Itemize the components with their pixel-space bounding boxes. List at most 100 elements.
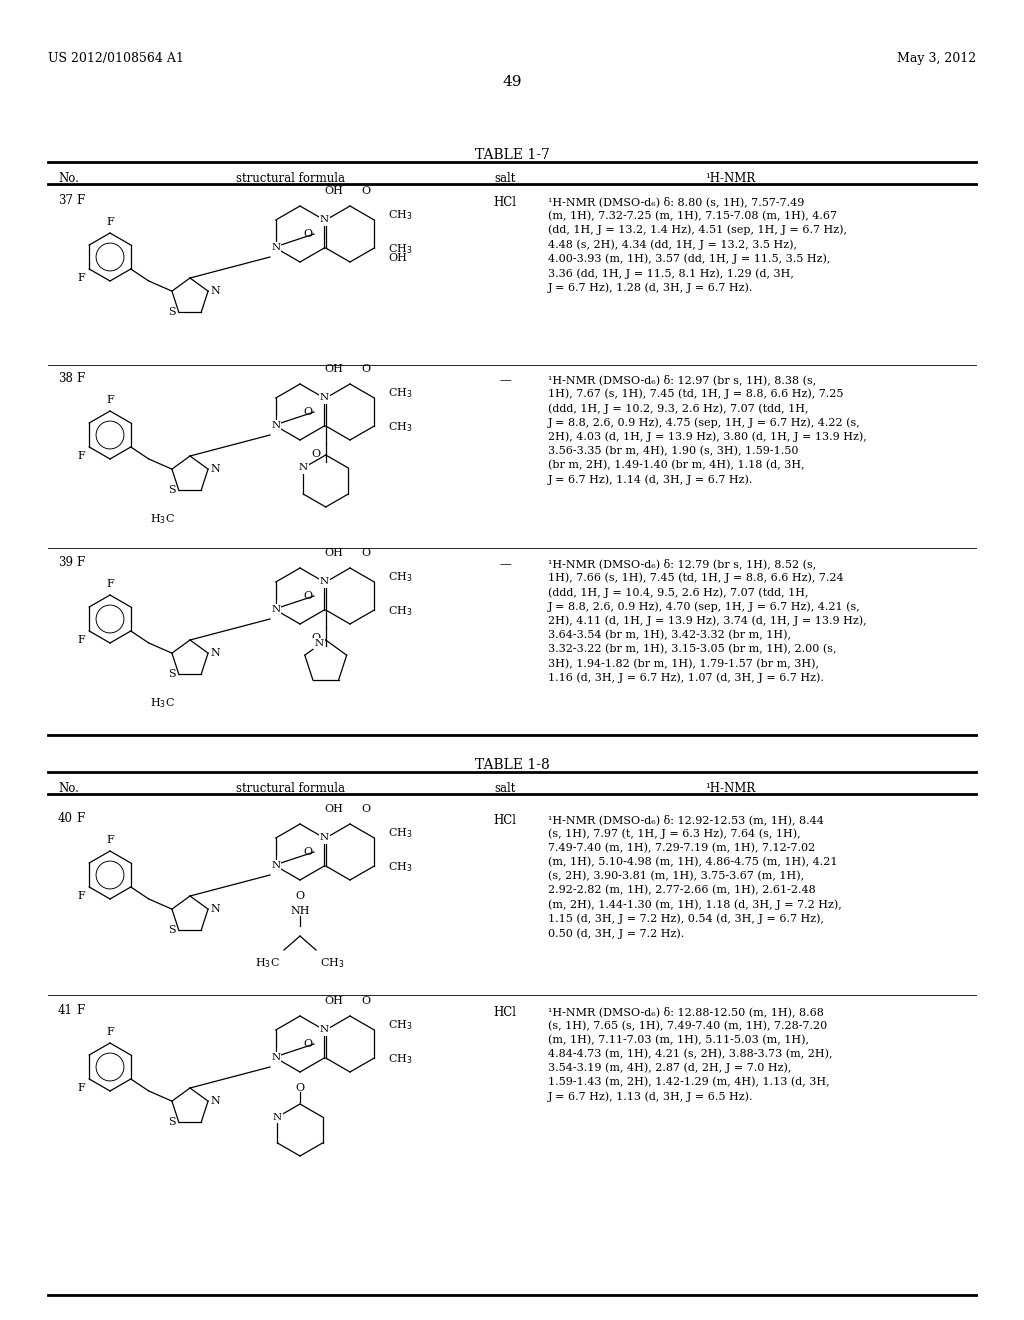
Text: F: F [76, 1005, 84, 1016]
Text: O: O [296, 1082, 304, 1093]
Text: H$_3$C: H$_3$C [151, 696, 175, 710]
Text: OH: OH [388, 253, 407, 263]
Text: N: N [271, 243, 281, 252]
Text: No.: No. [58, 172, 79, 185]
Text: N: N [319, 578, 329, 586]
Text: 39: 39 [58, 556, 73, 569]
Text: N: N [210, 465, 220, 474]
Text: F: F [76, 372, 84, 385]
Text: S: S [168, 486, 176, 495]
Text: US 2012/0108564 A1: US 2012/0108564 A1 [48, 51, 184, 65]
Text: O: O [311, 634, 321, 643]
Text: —: — [499, 558, 511, 572]
Text: CH$_3$: CH$_3$ [388, 861, 413, 874]
Text: TABLE 1-7: TABLE 1-7 [474, 148, 550, 162]
Text: O: O [303, 407, 312, 417]
Text: H$_3$C: H$_3$C [255, 956, 280, 970]
Text: 38: 38 [58, 372, 73, 385]
Text: May 3, 2012: May 3, 2012 [897, 51, 976, 65]
Text: N: N [210, 904, 220, 915]
Text: 40: 40 [58, 812, 73, 825]
Text: 41: 41 [58, 1005, 73, 1016]
Text: ¹H-NMR (DMSO-d₆) δ: 12.88-12.50 (m, 1H), 8.68
(s, 1H), 7.65 (s, 1H), 7.49-7.40 (: ¹H-NMR (DMSO-d₆) δ: 12.88-12.50 (m, 1H),… [548, 1006, 833, 1102]
Text: CH$_3$: CH$_3$ [388, 1018, 413, 1032]
Text: OH: OH [325, 997, 343, 1006]
Text: O: O [361, 548, 371, 558]
Text: N: N [319, 833, 329, 842]
Text: N: N [319, 393, 329, 403]
Text: CH$_3$: CH$_3$ [388, 385, 413, 400]
Text: F: F [78, 451, 85, 461]
Text: HCl: HCl [494, 195, 516, 209]
Text: ¹H-NMR: ¹H-NMR [705, 172, 755, 185]
Text: O: O [361, 804, 371, 814]
Text: CH$_3$: CH$_3$ [388, 209, 413, 222]
Text: S: S [168, 925, 176, 936]
Text: N: N [210, 1096, 220, 1106]
Text: 37: 37 [58, 194, 73, 207]
Text: CH$_3$: CH$_3$ [388, 826, 413, 840]
Text: TABLE 1-8: TABLE 1-8 [475, 758, 549, 772]
Text: structural formula: structural formula [236, 172, 344, 185]
Text: CH$_3$: CH$_3$ [388, 1052, 413, 1067]
Text: N: N [271, 421, 281, 430]
Text: CH$_3$: CH$_3$ [388, 570, 413, 583]
Text: ¹H-NMR (DMSO-d₆) δ: 12.97 (br s, 1H), 8.38 (s,
1H), 7.67 (s, 1H), 7.45 (td, 1H, : ¹H-NMR (DMSO-d₆) δ: 12.97 (br s, 1H), 8.… [548, 374, 866, 484]
Text: O: O [303, 847, 312, 857]
Text: OH: OH [325, 804, 343, 814]
Text: O: O [361, 997, 371, 1006]
Text: N: N [319, 1026, 329, 1035]
Text: N: N [210, 286, 220, 296]
Text: —: — [499, 374, 511, 387]
Text: CH$_3$: CH$_3$ [388, 605, 413, 618]
Text: O: O [303, 228, 312, 239]
Text: N: N [319, 215, 329, 224]
Text: ¹H-NMR (DMSO-d₆) δ: 8.80 (s, 1H), 7.57-7.49
(m, 1H), 7.32-7.25 (m, 1H), 7.15-7.0: ¹H-NMR (DMSO-d₆) δ: 8.80 (s, 1H), 7.57-7… [548, 195, 847, 293]
Text: S: S [168, 669, 176, 680]
Text: F: F [106, 216, 114, 227]
Text: ¹H-NMR: ¹H-NMR [705, 781, 755, 795]
Text: F: F [76, 194, 84, 207]
Text: HCl: HCl [494, 814, 516, 828]
Text: F: F [106, 395, 114, 405]
Text: HCl: HCl [494, 1006, 516, 1019]
Text: salt: salt [495, 781, 516, 795]
Text: CH$_3$: CH$_3$ [319, 956, 344, 970]
Text: F: F [78, 635, 85, 645]
Text: OH: OH [325, 548, 343, 558]
Text: N: N [314, 639, 324, 648]
Text: O: O [311, 449, 321, 459]
Text: ¹H-NMR (DMSO-d₆) δ: 12.79 (br s, 1H), 8.52 (s,
1H), 7.66 (s, 1H), 7.45 (td, 1H, : ¹H-NMR (DMSO-d₆) δ: 12.79 (br s, 1H), 8.… [548, 558, 866, 684]
Text: O: O [303, 591, 312, 601]
Text: S: S [168, 1117, 176, 1127]
Text: N: N [273, 1113, 282, 1122]
Text: N: N [271, 862, 281, 870]
Text: F: F [76, 812, 84, 825]
Text: O: O [296, 891, 304, 902]
Text: N: N [210, 648, 220, 659]
Text: F: F [106, 836, 114, 845]
Text: F: F [78, 273, 85, 282]
Text: N: N [299, 463, 308, 473]
Text: O: O [361, 364, 371, 374]
Text: salt: salt [495, 172, 516, 185]
Text: F: F [78, 1082, 85, 1093]
Text: ¹H-NMR (DMSO-d₆) δ: 12.92-12.53 (m, 1H), 8.44
(s, 1H), 7.97 (t, 1H, J = 6.3 Hz),: ¹H-NMR (DMSO-d₆) δ: 12.92-12.53 (m, 1H),… [548, 814, 842, 939]
Text: CH$_3$: CH$_3$ [388, 242, 413, 256]
Text: F: F [106, 1027, 114, 1038]
Text: N: N [271, 606, 281, 615]
Text: O: O [303, 1039, 312, 1049]
Text: NH: NH [290, 906, 309, 916]
Text: No.: No. [58, 781, 79, 795]
Text: N: N [271, 1053, 281, 1063]
Text: CH$_3$: CH$_3$ [388, 420, 413, 434]
Text: O: O [361, 186, 371, 195]
Text: H$_3$C: H$_3$C [151, 512, 175, 525]
Text: OH: OH [325, 364, 343, 374]
Text: F: F [76, 556, 84, 569]
Text: S: S [168, 308, 176, 317]
Text: OH: OH [325, 186, 343, 195]
Text: F: F [78, 891, 85, 902]
Text: structural formula: structural formula [236, 781, 344, 795]
Text: F: F [106, 579, 114, 589]
